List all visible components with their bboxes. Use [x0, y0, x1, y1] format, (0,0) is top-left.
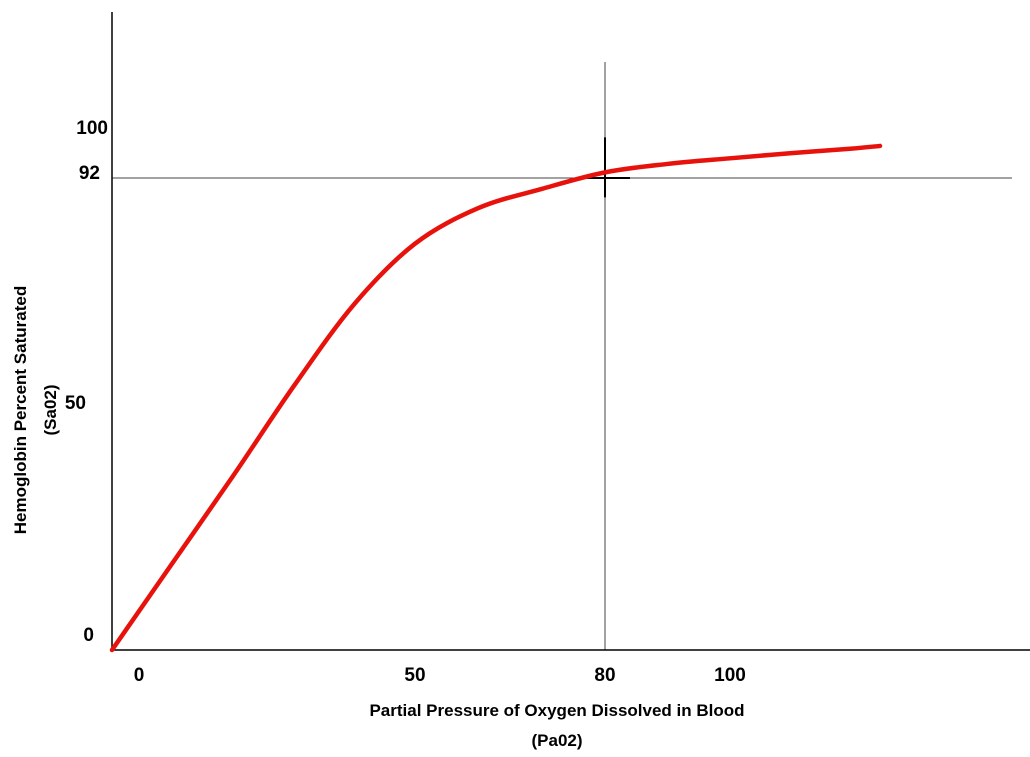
tick-labels: 0 50 80 100 0 50 92 100	[65, 118, 746, 686]
y-tick-label-92: 92	[79, 163, 100, 184]
x-axis-title-line-2: (Pa02)	[531, 731, 582, 750]
x-tick-label-50: 50	[404, 665, 425, 686]
reference-lines	[112, 62, 1012, 650]
x-tick-label-100: 100	[714, 665, 746, 686]
y-tick-label-50: 50	[65, 393, 86, 414]
y-tick-label-0: 0	[83, 625, 94, 646]
series-layer	[109, 143, 883, 653]
saturation-curve-0	[109, 143, 883, 653]
y-axis-title-line-2: (Sa02)	[41, 384, 60, 435]
axes	[111, 12, 1030, 651]
axis-titles: Partial Pressure of Oxygen Dissolved in …	[11, 286, 745, 750]
x-tick-label-80: 80	[594, 665, 615, 686]
x-axis-title-line-1: Partial Pressure of Oxygen Dissolved in …	[369, 701, 744, 720]
x-tick-label-0: 0	[134, 665, 145, 686]
y-axis-title-line-1: Hemoglobin Percent Saturated	[11, 286, 30, 534]
y-tick-label-100: 100	[76, 118, 108, 139]
